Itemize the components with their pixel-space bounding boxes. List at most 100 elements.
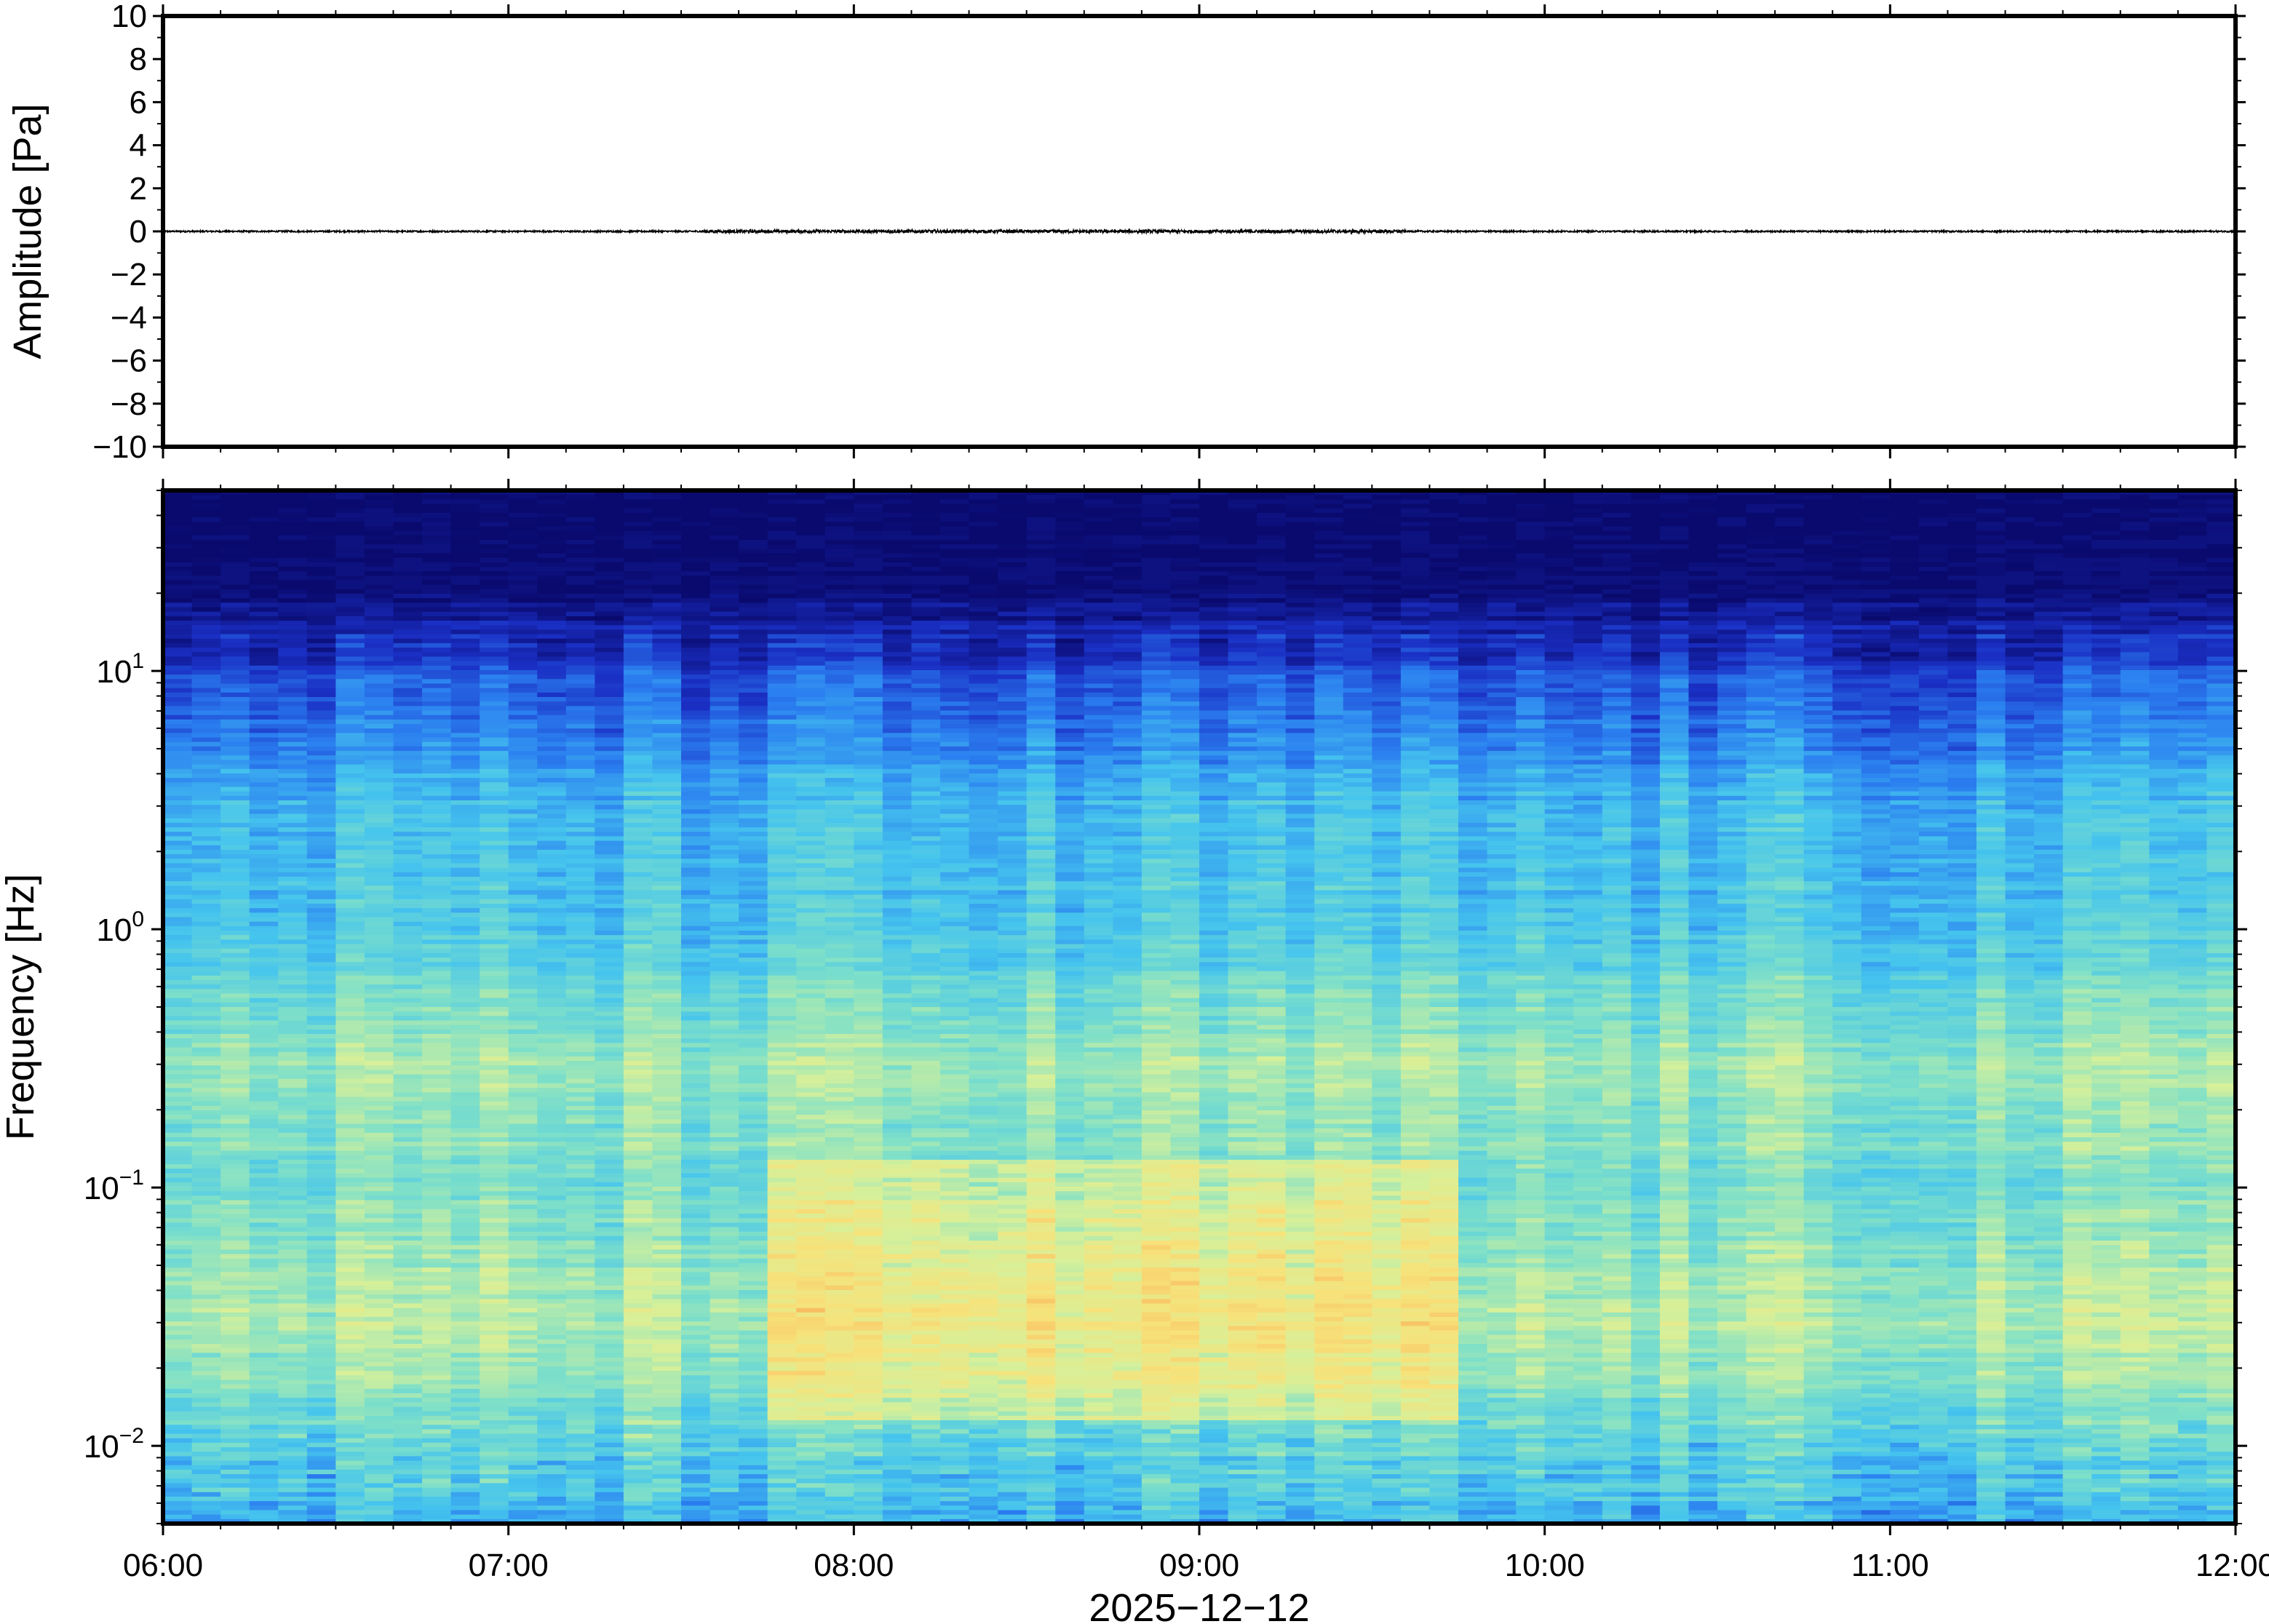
spectrogram-cell — [1429, 768, 1459, 774]
spectrogram-cell — [1918, 526, 1949, 532]
spectrogram-cell — [796, 706, 826, 712]
spectrogram-cell — [2034, 522, 2064, 527]
spectrogram-cell — [1544, 648, 1574, 653]
spectrogram-cell — [1659, 611, 1690, 617]
spectrogram-cell — [450, 665, 480, 671]
spectrogram-cell — [2034, 594, 2064, 599]
waveform-y-tick-label: 4 — [130, 128, 147, 164]
spectrogram-cell — [1228, 616, 1257, 621]
spectrogram-cell — [969, 571, 998, 576]
spectrogram-cell — [1228, 656, 1257, 662]
spectrogram-cell — [1026, 787, 1056, 792]
spectrogram-cell — [1199, 746, 1229, 752]
spectrogram-cell — [595, 499, 624, 505]
spectrogram-cell — [191, 607, 221, 613]
spectrogram-cell — [565, 768, 595, 774]
spectrogram-cell — [739, 576, 768, 581]
spectrogram-cell — [2120, 594, 2150, 599]
spectrogram-cell — [364, 611, 394, 617]
spectrogram-cell — [1803, 553, 1833, 559]
spectrogram-cell — [2177, 642, 2208, 648]
spectrogram-cell — [565, 728, 595, 733]
spectrogram-cell — [1688, 594, 1718, 599]
spectrogram-cell — [191, 530, 221, 536]
spectrogram-cell — [249, 728, 279, 733]
spectrogram-cell — [1199, 706, 1229, 712]
spectrogram-cell — [1890, 764, 1920, 770]
spectrogram-cell — [2149, 576, 2179, 581]
spectrogram-cell — [1257, 661, 1287, 666]
spectrogram-cell — [652, 751, 682, 756]
spectrogram-cell — [1803, 683, 1833, 689]
spectrogram-cell — [940, 728, 970, 733]
spectrogram-cell — [2005, 674, 2035, 680]
spectrogram-cell — [249, 526, 279, 532]
spectrogram-cell — [595, 683, 624, 689]
spectrogram-cell — [1803, 584, 1833, 590]
spectrogram-cell — [1314, 661, 1344, 666]
spectrogram-cell — [767, 724, 797, 729]
spectrogram-cell — [422, 557, 452, 563]
spectrogram-cell — [2034, 598, 2064, 603]
spectrogram-cell — [2062, 787, 2092, 792]
spectrogram-cell — [796, 661, 826, 666]
spectrogram-cell — [1602, 652, 1632, 658]
spectrogram-cell — [1832, 669, 1862, 675]
spectrogram-cell — [450, 598, 480, 603]
spectrogram-cell — [1084, 530, 1113, 536]
spectrogram-cell — [1631, 701, 1661, 706]
spectrogram-cell — [1890, 661, 1920, 666]
spectrogram-cell — [824, 530, 854, 536]
spectrogram-cell — [1314, 760, 1344, 765]
spectrogram-cell — [1429, 535, 1459, 541]
spectrogram-cell — [710, 710, 739, 716]
spectrogram-cell — [508, 679, 538, 685]
spectrogram-cell — [163, 719, 193, 725]
spectrogram-cell — [911, 719, 941, 725]
spectrogram-cell — [2120, 508, 2150, 514]
spectrogram-cell — [595, 562, 624, 568]
spectrogram-cell — [364, 661, 394, 666]
spectrogram-cell — [1026, 553, 1056, 559]
spectrogram-cell — [1890, 495, 1920, 500]
spectrogram-cell — [595, 656, 624, 662]
spectrogram-cell — [854, 549, 883, 554]
spectrogram-cell — [1429, 634, 1459, 640]
spectrogram-cell — [969, 778, 998, 783]
spectrogram-cell — [1257, 652, 1287, 658]
spectrogram-cell — [1055, 706, 1085, 712]
spectrogram-cell — [249, 669, 279, 675]
spectrogram-cell — [1084, 562, 1113, 568]
spectrogram-cell — [163, 530, 193, 536]
spectrogram-cell — [1516, 652, 1546, 658]
spectrogram-cell — [1832, 553, 1862, 559]
spectrogram-cell — [1343, 706, 1372, 712]
spectrogram-cell — [652, 566, 682, 572]
spectrogram-cell — [1631, 562, 1661, 568]
spectrogram-cell — [998, 616, 1028, 621]
spectrogram-cell — [508, 692, 538, 698]
spectrogram-cell — [1976, 642, 2006, 648]
spectrogram-cell — [1631, 764, 1661, 770]
spectrogram-cell — [2005, 787, 2035, 792]
spectrogram-cell — [1228, 589, 1257, 594]
spectrogram-cell — [537, 656, 567, 662]
spectrogram-cell — [854, 522, 883, 527]
spectrogram-cell — [1458, 746, 1488, 752]
spectrogram-cell — [681, 746, 711, 752]
spectrogram-cell — [2091, 737, 2121, 743]
spectrogram-cell — [537, 598, 567, 603]
spectrogram-cell — [1688, 549, 1718, 554]
spectrogram-cell — [911, 508, 941, 514]
spectrogram-cell — [767, 526, 797, 532]
spectrogram-cell — [422, 674, 452, 680]
spectrogram-cell — [422, 728, 452, 733]
spectrogram-cell — [824, 508, 854, 514]
spectrogram-cell — [508, 656, 538, 662]
spectrogram-cell — [2177, 787, 2208, 792]
spectrogram-cell — [508, 625, 538, 630]
spectrogram-cell — [652, 571, 682, 576]
spectrogram-cell — [450, 674, 480, 680]
spectrogram-cell — [1861, 512, 1891, 518]
spectrogram-cell — [364, 782, 394, 788]
